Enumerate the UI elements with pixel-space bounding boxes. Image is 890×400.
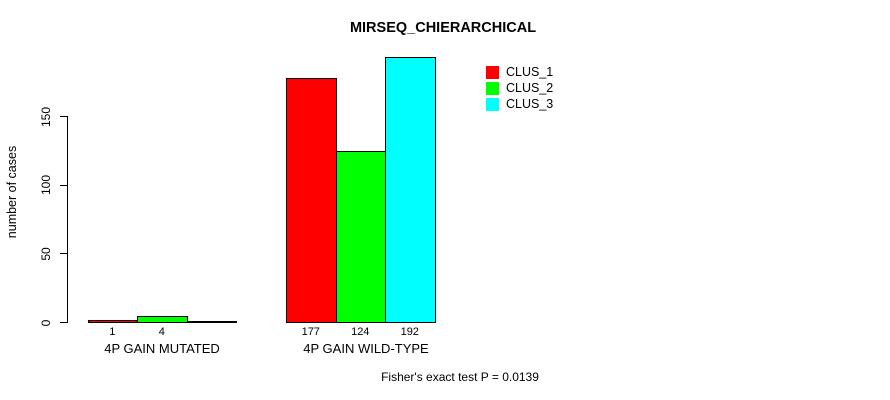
bar-value-label: 177	[301, 326, 320, 338]
legend-swatch-clus_2	[486, 81, 499, 95]
legend-label: CLUS_1	[506, 65, 554, 79]
bar-clus_3-group2	[385, 57, 436, 323]
y-axis-tick	[60, 116, 67, 117]
bar-clus_3-group1	[186, 321, 237, 323]
y-axis-line	[67, 116, 68, 323]
legend-swatch-clus_3	[486, 97, 499, 111]
y-axis-tick	[60, 322, 67, 323]
x-category-label: 4P GAIN MUTATED	[104, 341, 220, 356]
bar-value-label: 192	[400, 326, 419, 338]
legend-item-clus_1: CLUS_1	[486, 64, 553, 80]
bar-clus_1-group1	[87, 319, 138, 323]
x-category-label: 4P GAIN WILD-TYPE	[303, 341, 429, 356]
bar-value-label: 1	[109, 326, 116, 338]
bar-value-label: 124	[351, 326, 370, 338]
y-tick-label: 50	[39, 247, 53, 261]
legend-label: CLUS_3	[506, 97, 554, 111]
y-axis-tick	[60, 184, 67, 186]
bar-clus_2-group1	[137, 315, 188, 323]
y-axis-tick	[60, 253, 67, 255]
bar-value-label: 4	[158, 326, 165, 338]
legend-item-clus_3: CLUS_3	[486, 96, 553, 112]
chart-title: MIRSEQ_CHIERARCHICAL	[349, 20, 537, 36]
y-tick-label: 150	[39, 106, 53, 127]
legend-item-clus_2: CLUS_2	[486, 80, 553, 96]
bar-clus_2-group2	[335, 150, 386, 323]
bar-clus_1-group2	[286, 77, 337, 323]
legend: CLUS_1 CLUS_2 CLUS_3	[486, 64, 553, 112]
legend-label: CLUS_2	[506, 81, 554, 95]
annotation-fisher-test: Fisher's exact test P = 0.0139	[381, 370, 539, 384]
y-tick-label: 100	[39, 175, 53, 196]
legend-swatch-clus_1	[486, 65, 499, 79]
y-tick-label: 0	[39, 319, 53, 326]
